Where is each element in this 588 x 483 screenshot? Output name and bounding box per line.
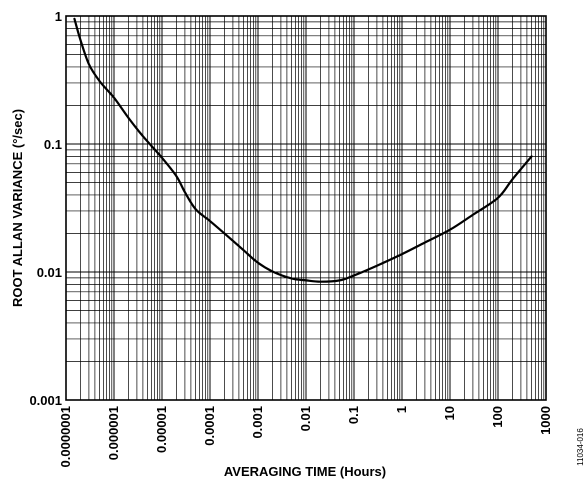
- x-tick-label: 0.0001: [202, 406, 217, 446]
- x-tick-label: 1: [394, 406, 409, 413]
- plot-frame: [65, 15, 547, 401]
- x-tick-label: 0.1: [346, 406, 361, 424]
- y-tick-label: 0.001: [29, 393, 62, 408]
- allan-variance-series-line: [73, 17, 533, 283]
- x-tick-label: 0.00001: [154, 406, 169, 453]
- y-tick-label: 0.1: [44, 137, 62, 152]
- x-tick-label: 0.01: [298, 406, 313, 431]
- x-axis-title: AVERAGING TIME (Hours): [224, 464, 386, 479]
- grid-lines: [66, 16, 546, 400]
- x-tick-label: 1000: [538, 406, 553, 435]
- x-tick-label: 0.0000001: [58, 406, 73, 467]
- y-tick-label: 0.01: [37, 265, 62, 280]
- series-layer: [73, 17, 533, 283]
- y-tick-labels: 0.001 0.01 0.1 1: [29, 9, 62, 408]
- y-axis-title: ROOT ALLAN VARIANCE (°/sec): [10, 109, 25, 307]
- x-tick-label: 0.000001: [106, 406, 121, 460]
- x-tick-label: 100: [490, 406, 505, 428]
- figure-id-label: 11034-016: [576, 428, 585, 466]
- x-tick-labels: 0.0000001 0.000001 0.00001 0.0001 0.001 0.01 0…: [58, 406, 553, 467]
- x-tick-label: 0.001: [250, 406, 265, 439]
- x-tick-label: 10: [442, 406, 457, 420]
- y-tick-label: 1: [55, 9, 62, 24]
